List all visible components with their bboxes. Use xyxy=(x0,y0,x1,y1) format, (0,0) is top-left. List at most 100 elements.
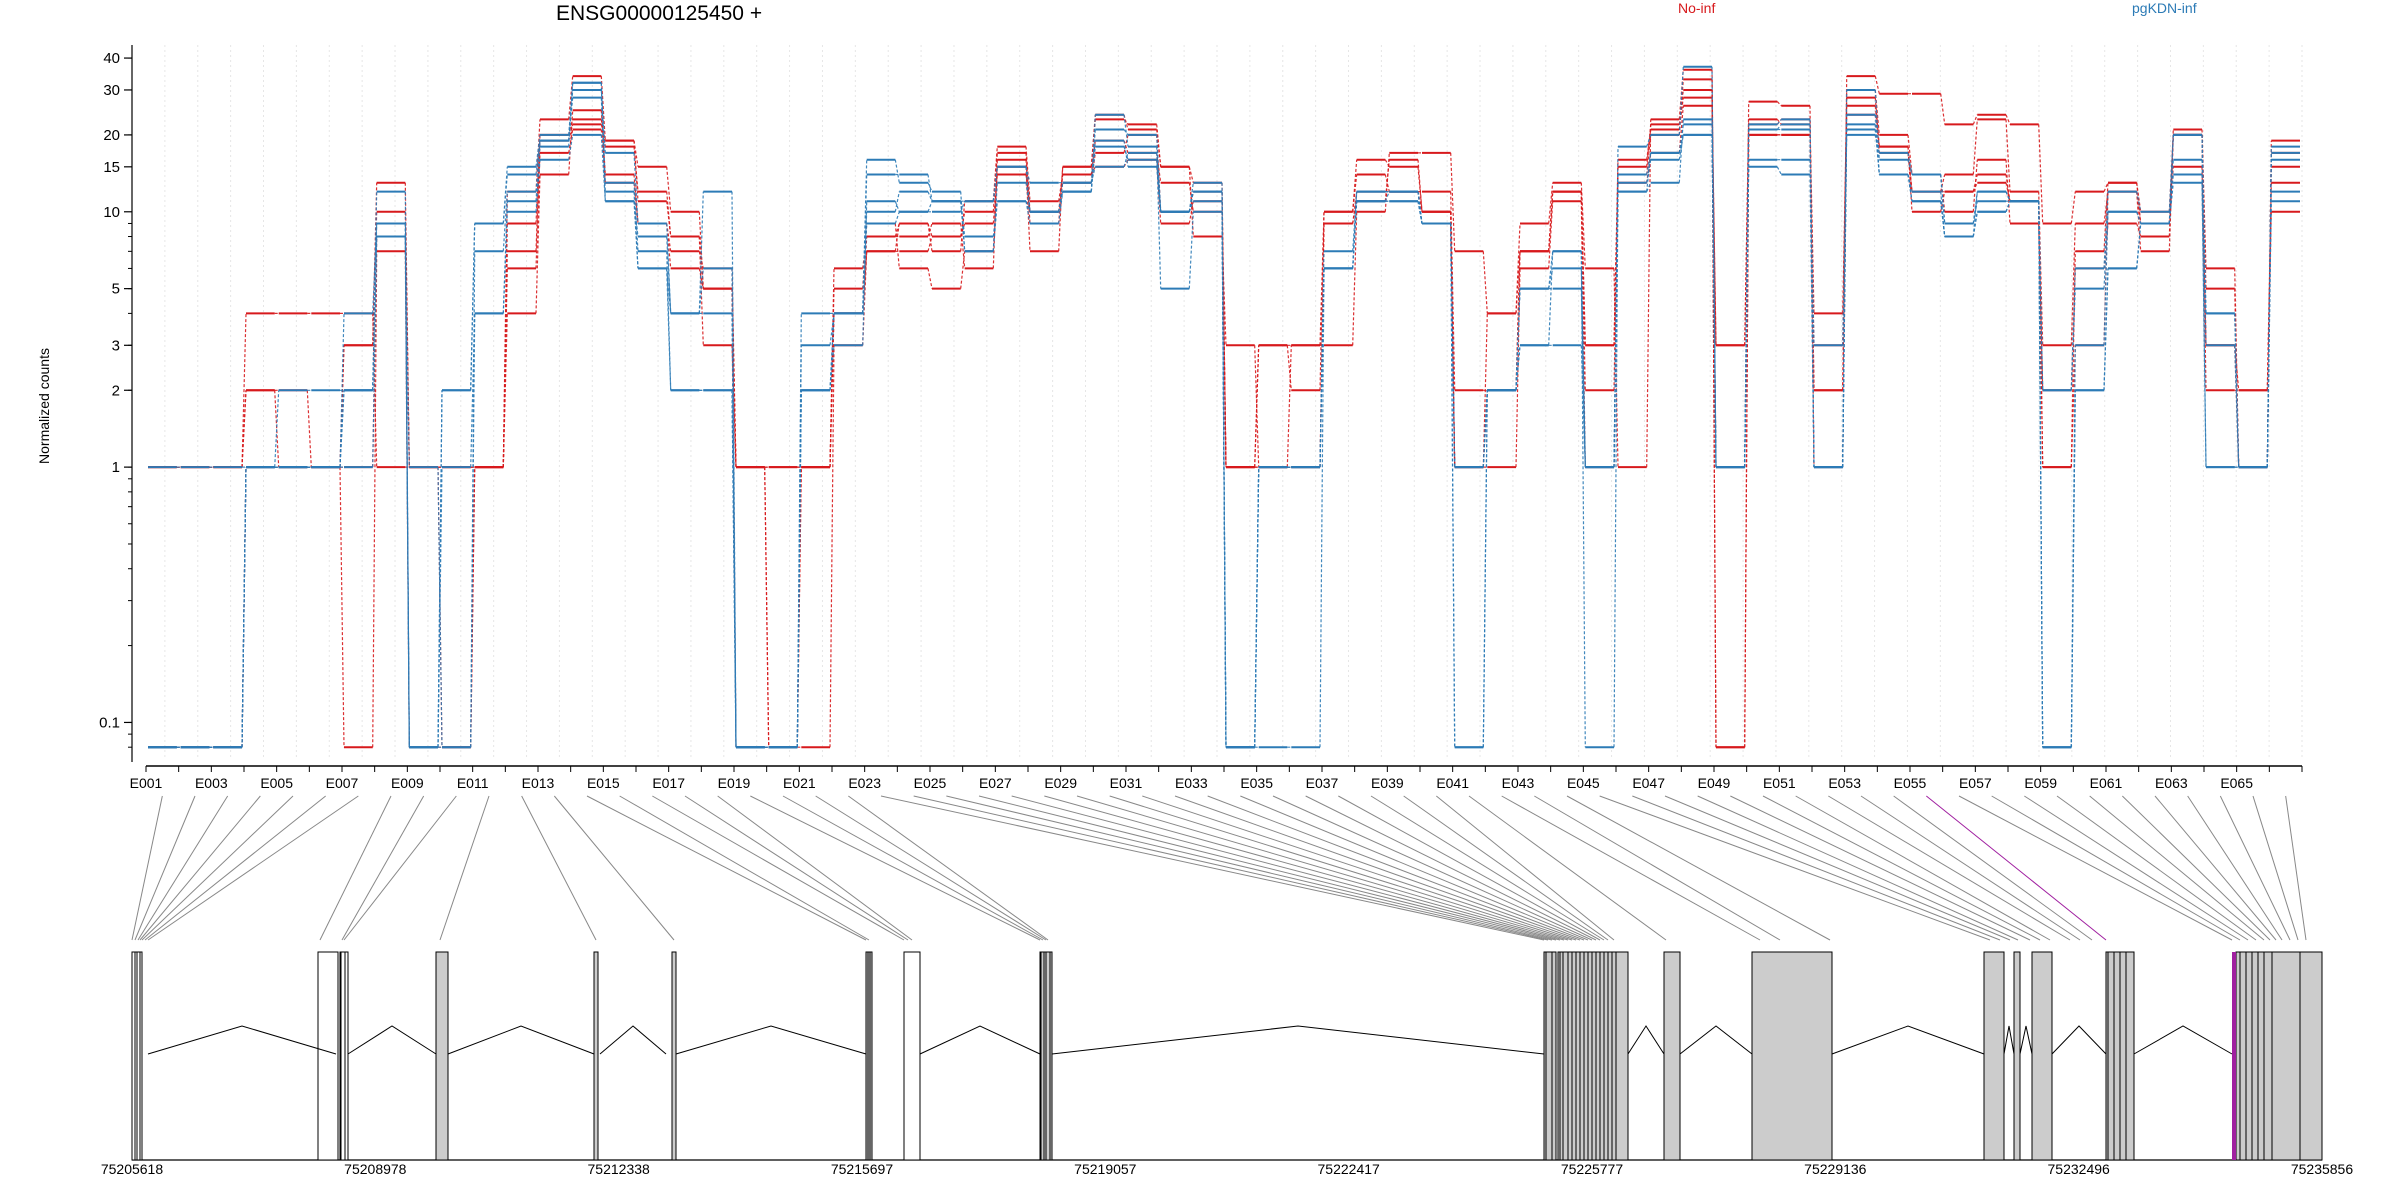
x-tick-label: E065 xyxy=(2220,775,2253,791)
exon-link-line xyxy=(684,795,909,941)
intron-line xyxy=(1831,1025,1985,1055)
exon-link-line xyxy=(1632,795,2001,941)
genomic-coordinate-label: 75229136 xyxy=(1804,1161,1867,1177)
x-tick-label: E057 xyxy=(1959,775,1992,791)
exon-link-line xyxy=(586,795,867,941)
exon-link-line xyxy=(1664,795,2011,941)
exon-link-line xyxy=(2187,795,2283,941)
exon-link-line xyxy=(1403,795,1609,941)
exon-link-line xyxy=(1828,795,2071,941)
intron-line xyxy=(1679,1025,1753,1055)
intron-line xyxy=(599,1025,667,1055)
exon-link-line xyxy=(1599,795,1991,941)
x-tick-label: E029 xyxy=(1044,775,1077,791)
exon-link-line xyxy=(1370,795,1605,941)
exon-link-line xyxy=(1762,795,2041,941)
genomic-coordinate-label: 75208978 xyxy=(344,1161,407,1177)
y-tick-label: 40 xyxy=(103,50,120,67)
exon-link-line xyxy=(1109,795,1573,941)
intron-line xyxy=(447,1025,595,1055)
intron-line xyxy=(147,1025,337,1055)
exon-link-line xyxy=(144,795,326,941)
exon-link-line xyxy=(880,795,1545,941)
exon-block xyxy=(2013,951,2021,1161)
exon-link-line xyxy=(141,795,294,941)
y-tick-label: 5 xyxy=(112,281,120,298)
x-tick-label: E045 xyxy=(1567,775,1600,791)
exon-link-line xyxy=(1240,795,1589,941)
x-tick-label: E039 xyxy=(1371,775,1404,791)
x-tick-label: E063 xyxy=(2155,775,2188,791)
exon-link-line xyxy=(782,795,1044,941)
x-tick-label: E051 xyxy=(1763,775,1796,791)
exon-link-line xyxy=(439,795,490,941)
genomic-coordinate-label: 75215697 xyxy=(831,1161,894,1177)
exon-link-line xyxy=(2285,795,2307,941)
x-tick-label: E017 xyxy=(652,775,685,791)
exon-block xyxy=(1751,951,1833,1161)
intron-line xyxy=(2133,1025,2233,1055)
x-tick-label: E053 xyxy=(1828,775,1861,791)
intron-line xyxy=(919,1025,1041,1055)
exon-link-line xyxy=(553,795,675,941)
x-tick-label: E059 xyxy=(2024,775,2057,791)
x-tick-label: E011 xyxy=(457,775,489,791)
x-tick-label: E023 xyxy=(848,775,881,791)
x-tick-label: E033 xyxy=(1175,775,1208,791)
x-tick-label: E001 xyxy=(130,775,163,791)
legend-no-inf: No-inf xyxy=(1678,0,1716,16)
chart-title: ENSG00000125450 + xyxy=(556,2,763,25)
exon-link-line xyxy=(2252,795,2299,941)
exon-link-line xyxy=(131,795,163,941)
exon-link-line xyxy=(1697,795,2019,941)
exon-link-line xyxy=(1860,795,2081,941)
exon-link-line xyxy=(1926,795,2107,941)
x-tick-label: E003 xyxy=(195,775,228,791)
exon-link-line xyxy=(1958,795,2233,941)
exon-link-line xyxy=(137,795,229,941)
exon-link-line xyxy=(1207,795,1585,941)
exon-link-line xyxy=(913,795,1549,941)
exon-link-line xyxy=(815,795,1047,941)
intron-line xyxy=(347,1025,437,1055)
exon-link-line xyxy=(1566,795,1831,941)
exon-link-line xyxy=(1730,795,2031,941)
exon-link-line xyxy=(319,795,392,941)
x-tick-label: E027 xyxy=(979,775,1012,791)
exon-link-line xyxy=(1893,795,2093,941)
exon-link-line xyxy=(946,795,1553,941)
genomic-coordinate-label: 75212338 xyxy=(588,1161,651,1177)
exon-link-line xyxy=(2121,795,2271,941)
x-tick-label: E019 xyxy=(718,775,751,791)
x-tick-label: E043 xyxy=(1502,775,1535,791)
exon-block xyxy=(593,951,599,1161)
exon-block xyxy=(339,951,349,1161)
exon-link-line xyxy=(343,795,457,941)
genomic-coordinate-label: 75219057 xyxy=(1074,1161,1137,1177)
exon-link-line xyxy=(1501,795,1761,941)
x-tick-label: E031 xyxy=(1110,775,1143,791)
genomic-coordinate-label: 75222417 xyxy=(1318,1161,1381,1177)
x-tick-label: E041 xyxy=(1436,775,1469,791)
y-tick-label: 15 xyxy=(103,159,120,176)
exon-block xyxy=(317,951,339,1161)
x-tick-label: E055 xyxy=(1894,775,1927,791)
x-tick-label: E021 xyxy=(783,775,816,791)
exon-block xyxy=(1983,951,2005,1161)
highlight-exon xyxy=(2232,952,2236,1160)
intron-line xyxy=(1051,1025,1545,1055)
y-tick-label: 2 xyxy=(112,382,120,399)
exon-link-line xyxy=(1795,795,2051,941)
exon-link-line xyxy=(2089,795,2265,941)
y-tick-label: 1 xyxy=(112,459,120,476)
legend-pgkdn-inf: pgKDN-inf xyxy=(2132,0,2197,16)
exon-link-line xyxy=(1991,795,2241,941)
exon-link-line xyxy=(619,795,870,941)
exon-block xyxy=(2299,951,2323,1161)
exon-link-line xyxy=(1174,795,1581,941)
y-tick-label: 30 xyxy=(103,82,120,99)
exon-link-line xyxy=(1468,795,1667,941)
intron-line xyxy=(2051,1025,2107,1055)
x-tick-label: E013 xyxy=(522,775,555,791)
y-tick-label: 10 xyxy=(103,204,120,221)
